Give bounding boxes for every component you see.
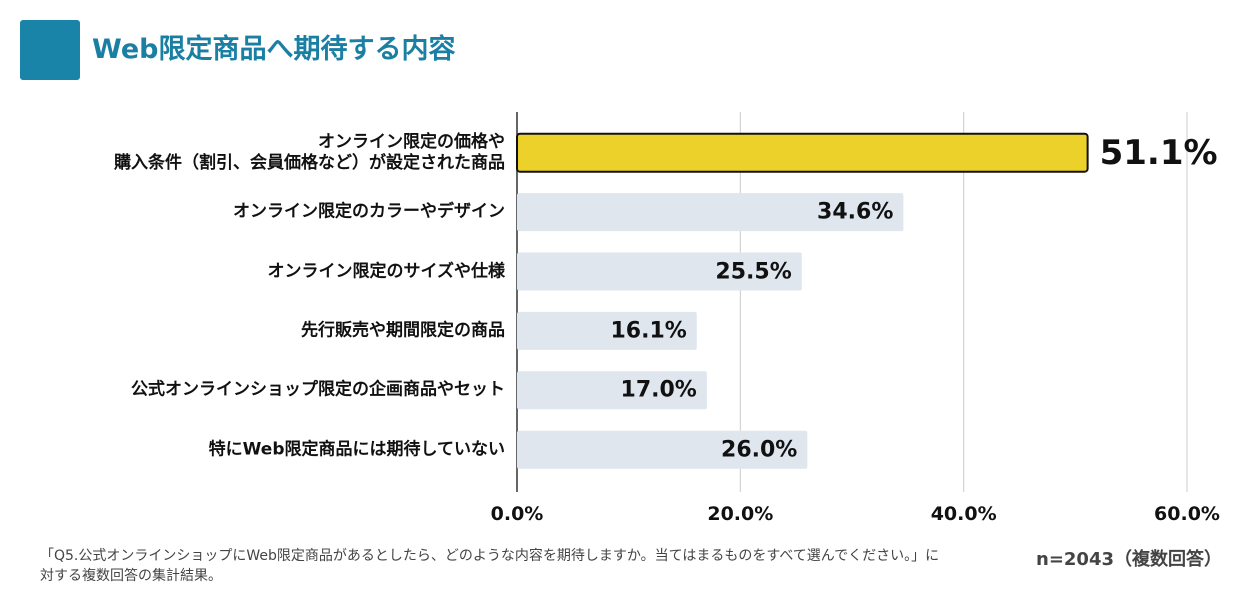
- x-tick-label: 20.0%: [707, 503, 774, 525]
- value-label: 17.0%: [620, 377, 697, 403]
- sample-note: n=2043（複数回答）: [1036, 549, 1222, 570]
- category-label: 先行販売や期間限定の商品: [301, 320, 505, 341]
- x-tick-label: 40.0%: [930, 503, 997, 525]
- value-label: 16.1%: [610, 318, 687, 344]
- category-label: オンライン限定のサイズや仕様: [267, 261, 506, 281]
- category-label: 公式オンラインショップ限定の企画商品やセット: [131, 379, 505, 400]
- category-label: オンライン限定のカラーやデザイン: [233, 201, 505, 222]
- footnote: 「Q5.公式オンラインショップにWeb限定商品があるとしたら、どのような内容を期…: [40, 548, 940, 584]
- title-icon: [20, 20, 80, 80]
- bar: [517, 252, 802, 291]
- value-label: 25.5%: [715, 259, 792, 284]
- value-label: 34.6%: [817, 199, 894, 225]
- bar: [517, 430, 808, 469]
- chart-title: Web限定商品へ期待する内容: [92, 34, 456, 65]
- bar: [516, 132, 1089, 173]
- category-label: オンライン限定の価格や 購入条件（割引、会員価格など）が設定された商品: [114, 131, 505, 173]
- category-label: 特にWeb限定商品には期待していない: [208, 439, 505, 460]
- bar: [517, 311, 697, 350]
- bar: [517, 193, 904, 232]
- value-label: 26.0%: [721, 437, 798, 463]
- x-tick-label: 0.0%: [490, 503, 544, 525]
- x-tick-label: 60.0%: [1154, 503, 1220, 525]
- bar: [517, 371, 707, 410]
- value-label: 51.1%: [1099, 132, 1218, 173]
